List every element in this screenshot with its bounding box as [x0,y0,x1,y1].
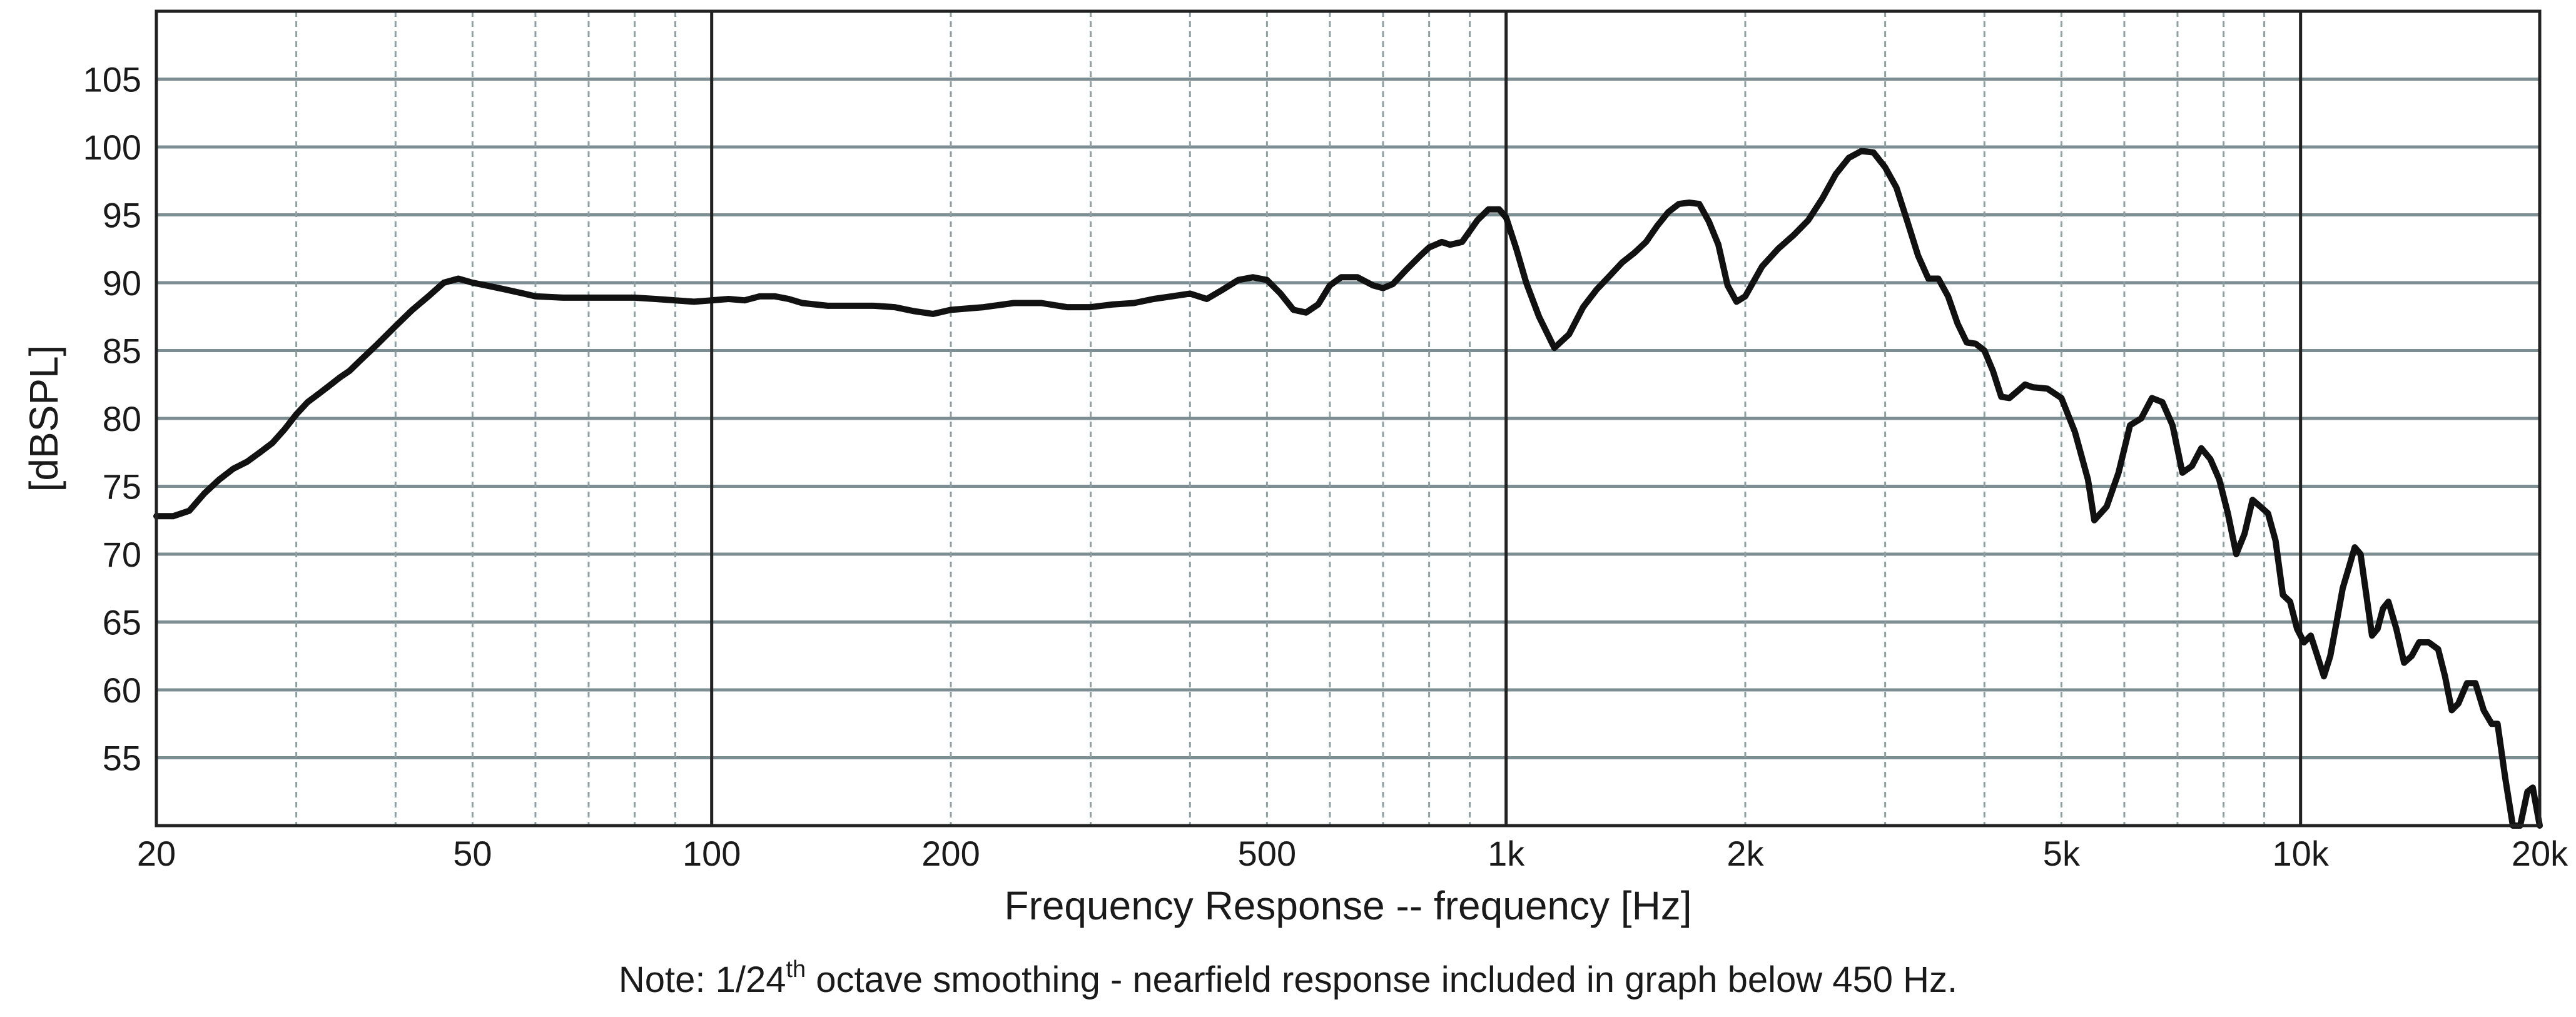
grid-lines [156,11,2540,826]
y-tick-label: 60 [103,670,141,710]
y-tick-labels: 55 60 65 70 75 80 85 90 95 100 105 [83,60,141,778]
x-tick-label: 20 [137,834,176,873]
x-tick-label: 50 [453,834,492,873]
x-tick-label: 500 [1238,834,1296,873]
y-tick-label: 65 [103,603,141,642]
y-tick-label: 75 [103,467,141,507]
note-prefix: Note: 1/24 [618,959,786,1000]
x-tick-labels: 20 50 100 200 500 1k 2k 5k 10k 20k [137,834,2568,873]
x-tick-label: 2k [1727,834,1764,873]
x-tick-label: 10k [2273,834,2330,873]
note-superscript: th [786,956,806,983]
note-suffix: octave smoothing - nearfield response in… [806,959,1958,1000]
y-tick-label: 100 [83,128,141,167]
y-axis-title: [dBSPL] [21,345,66,492]
response-series-line [153,148,2543,829]
x-tick-label: 5k [2043,834,2081,873]
y-tick-label: 95 [103,196,141,235]
x-tick-label: 20k [2512,834,2568,873]
y-tick-label: 105 [83,60,141,99]
x-tick-label: 1k [1488,834,1525,873]
x-tick-label: 100 [682,834,741,873]
x-tick-label: 200 [921,834,980,873]
y-tick-label: 80 [103,399,141,438]
y-tick-label: 55 [103,739,141,778]
plot-frame [155,9,2542,827]
chart-footnote: Note: 1/24th octave smoothing - nearfiel… [0,958,2576,1002]
response-curve [153,148,2543,829]
y-tick-label: 90 [103,263,141,303]
y-tick-label: 70 [103,535,141,574]
y-tick-label: 85 [103,331,141,371]
x-axis-title: Frequency Response -- frequency [Hz] [1004,883,1691,928]
